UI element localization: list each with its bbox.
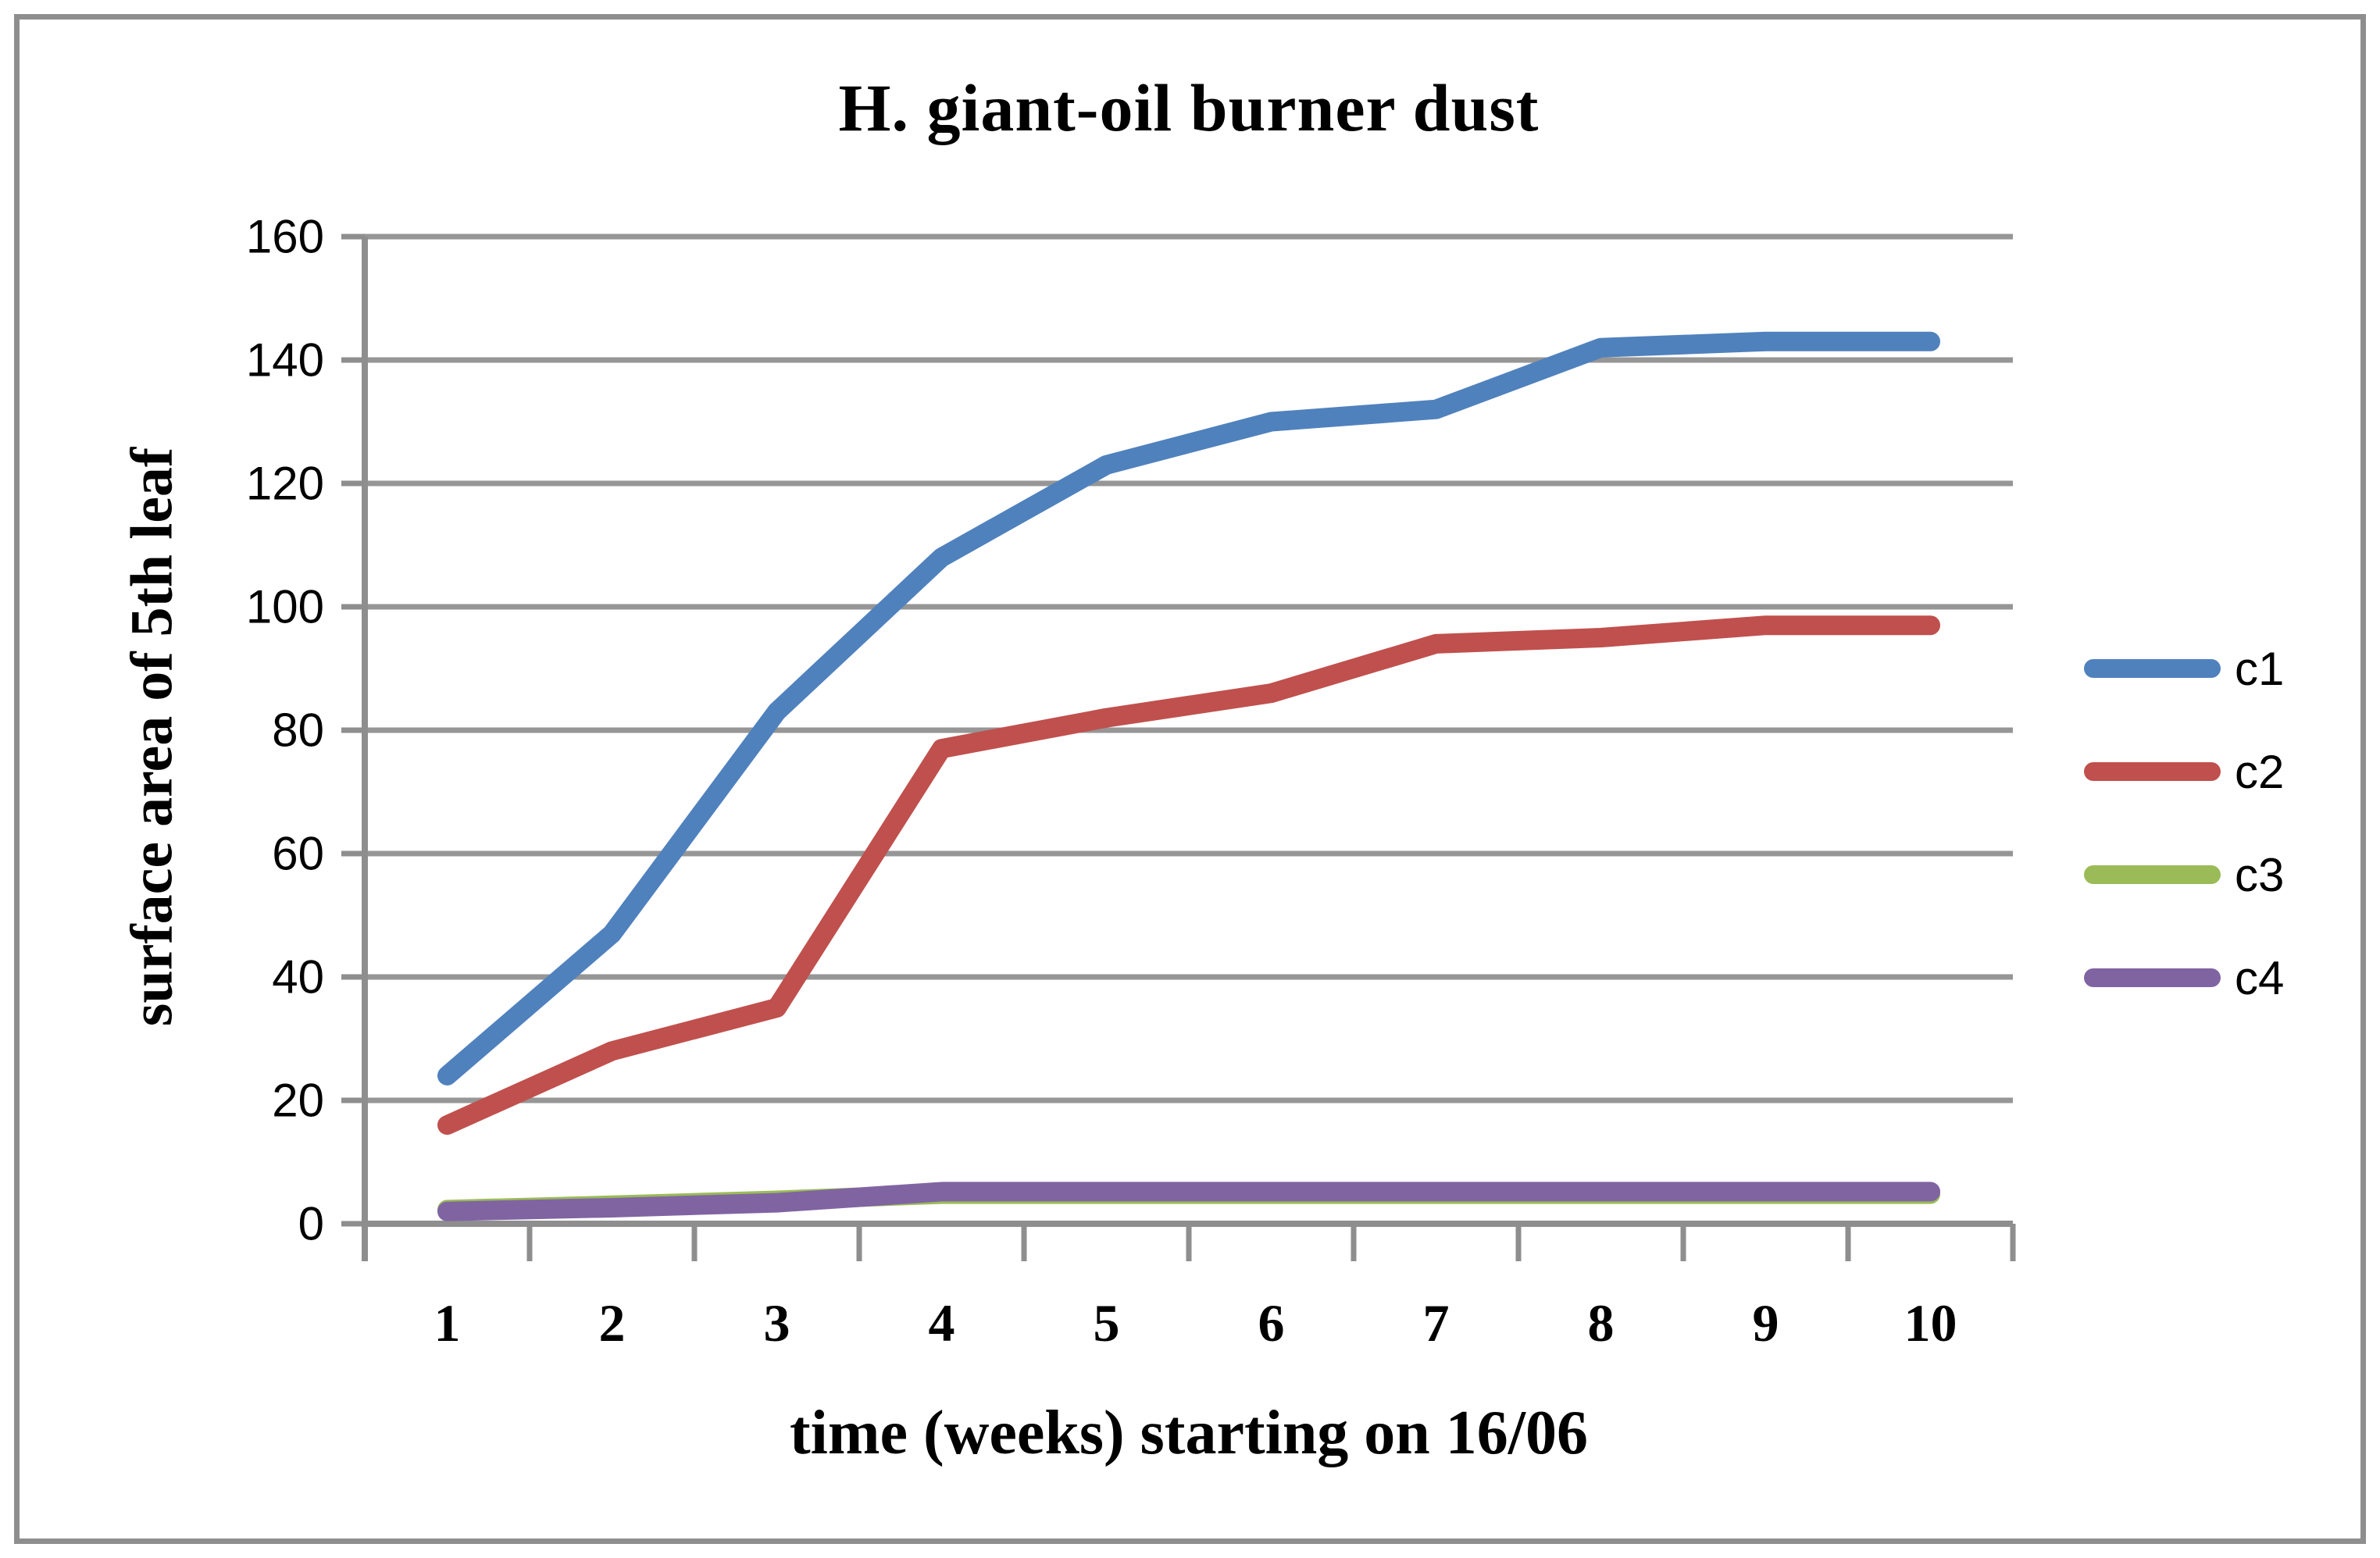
- legend-swatch-c3: [2084, 865, 2221, 884]
- legend-swatch-c4: [2084, 968, 2221, 987]
- x-tick-label: 3: [764, 1293, 790, 1353]
- y-tick-label: 40: [272, 951, 324, 1004]
- chart-title: H. giant-oil burner dust: [838, 70, 1540, 145]
- legend-item-c3: c3: [2084, 823, 2284, 926]
- x-tick-label: 8: [1588, 1293, 1615, 1353]
- y-tick-label: 0: [298, 1198, 324, 1250]
- legend-label: c1: [2235, 642, 2285, 695]
- x-tick-label: 5: [1094, 1293, 1120, 1353]
- y-tick-label: 120: [246, 458, 324, 510]
- y-tick-label: 140: [246, 334, 324, 387]
- y-axis-title: surface area of 5th leaf: [119, 447, 185, 1027]
- y-tick-label: 100: [246, 581, 324, 633]
- legend-swatch-c2: [2084, 762, 2221, 781]
- legend-label: c3: [2235, 848, 2285, 901]
- y-tick-label: 160: [246, 211, 324, 263]
- y-tick-label: 60: [272, 828, 324, 880]
- legend-item-c2: c2: [2084, 720, 2284, 823]
- legend-swatch-c1: [2084, 659, 2221, 678]
- x-axis-title: time (weeks) starting on 16/06: [789, 1399, 1589, 1467]
- x-tick-label: 6: [1258, 1293, 1285, 1353]
- x-tick-label: 9: [1753, 1293, 1779, 1353]
- series-line-c2: [437, 615, 1940, 1136]
- x-tick-label: 2: [599, 1293, 626, 1353]
- series-line-c4: [437, 1182, 1940, 1221]
- y-tick-label: 20: [272, 1075, 324, 1127]
- legend-item-c4: c4: [2084, 926, 2284, 1029]
- legend: c1 c2 c3 c4: [2084, 617, 2284, 1029]
- x-tick-label: 7: [1423, 1293, 1450, 1353]
- x-tick-label: 4: [929, 1293, 955, 1353]
- figure-border: [14, 14, 2366, 1544]
- y-tick-label: 80: [272, 704, 324, 757]
- legend-label: c4: [2235, 951, 2285, 1004]
- x-tick-label: 10: [1904, 1293, 1957, 1353]
- legend-item-c1: c1: [2084, 617, 2284, 720]
- x-tick-label: 1: [434, 1293, 461, 1353]
- series-line-c1: [437, 331, 1940, 1086]
- legend-label: c2: [2235, 745, 2285, 798]
